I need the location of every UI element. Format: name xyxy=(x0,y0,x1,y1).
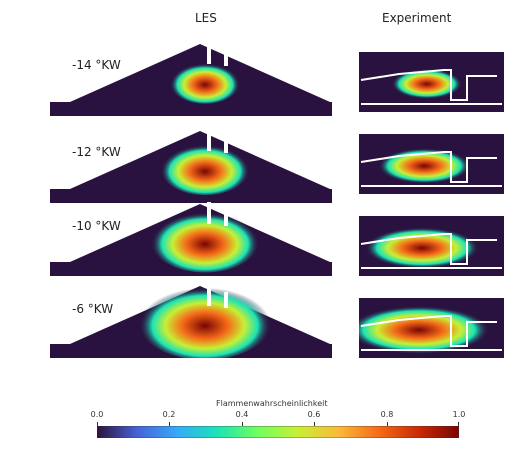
experiment-piston-contour xyxy=(360,315,497,347)
les-flame-region xyxy=(160,142,250,196)
les-column-title: LES xyxy=(195,11,217,25)
les-flame-region xyxy=(151,209,259,273)
les-flame-region xyxy=(170,61,240,104)
experiment-panel-row-4 xyxy=(359,298,504,358)
colorbar-tick-2 xyxy=(242,422,243,426)
les-spark-plug-electrode xyxy=(224,210,228,226)
experiment-flame-region xyxy=(359,306,489,354)
row-label-4: -6 °KW xyxy=(72,302,114,316)
experiment-panel-row-2 xyxy=(359,134,504,194)
colorbar-tick-3 xyxy=(314,422,315,426)
les-flame-region xyxy=(139,284,271,358)
experiment-panel-row-3 xyxy=(359,216,504,276)
experiment-column-title: Experiment xyxy=(382,11,452,25)
les-panel-row-4 xyxy=(50,284,332,358)
colorbar-tick-5 xyxy=(458,422,459,426)
les-panel-row-2 xyxy=(50,129,332,203)
les-panel-row-3 xyxy=(50,202,332,276)
colorbar-tick-label-0: 0.0 xyxy=(90,410,104,419)
experiment-piston-contour xyxy=(360,233,497,265)
colorbar-tick-label-3: 0.6 xyxy=(307,410,321,419)
les-spark-plug-electrode xyxy=(224,50,228,66)
les-panel-row-1 xyxy=(50,42,332,116)
les-spark-plug-electrode xyxy=(224,137,228,153)
colorbar-tick-label-4: 0.8 xyxy=(380,410,394,419)
experiment-piston-contour xyxy=(360,69,497,101)
les-spark-plug-electrode xyxy=(207,202,211,224)
experiment-flame-region xyxy=(391,69,462,99)
colorbar-tick-4 xyxy=(387,422,388,426)
les-spark-plug-electrode xyxy=(224,292,228,308)
row-label-1: -14 °KW xyxy=(72,58,121,72)
colorbar-fill xyxy=(97,426,459,438)
colorbar-title: Flammenwahrscheinlichkeit xyxy=(216,399,328,408)
colorbar-tick-1 xyxy=(169,422,170,426)
les-spark-plug-electrode xyxy=(207,42,211,64)
colorbar xyxy=(97,426,459,438)
colorbar-gradient xyxy=(97,426,459,438)
les-spark-plug-electrode xyxy=(207,129,211,151)
experiment-panel-row-1 xyxy=(359,52,504,112)
colorbar-tick-label-2: 0.4 xyxy=(235,410,249,419)
colorbar-tick-label-5: 1.0 xyxy=(452,410,466,419)
row-label-2: -12 °KW xyxy=(72,145,121,159)
experiment-flame-region xyxy=(378,148,471,184)
experiment-piston-contour xyxy=(360,151,497,183)
colorbar-tick-label-1: 0.2 xyxy=(162,410,176,419)
les-spark-plug-electrode xyxy=(207,284,211,306)
experiment-flame-region xyxy=(365,227,479,269)
row-label-3: -10 °KW xyxy=(72,219,121,233)
colorbar-tick-0 xyxy=(97,422,98,426)
